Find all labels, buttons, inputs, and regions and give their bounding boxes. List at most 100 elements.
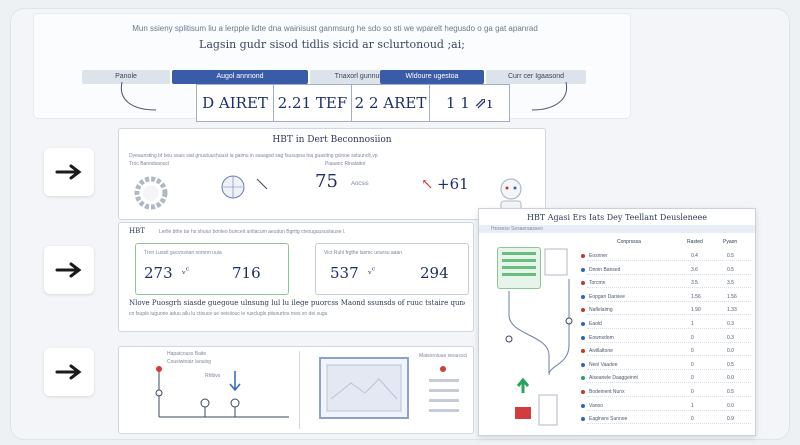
row-label: Aivillaltone (589, 348, 613, 355)
card-overview-blurb: Dyeaunsting bf bnu ssuis siat gnuutuuchu… (129, 153, 378, 159)
metric-panel-1-value: 273 (144, 264, 173, 282)
flow-diagram (155, 366, 289, 418)
row-label: Aiseanele Daaggeinnt (589, 375, 638, 382)
row-divider (587, 314, 751, 316)
arrow-right-icon (55, 364, 82, 380)
column-header-3: Pyaon (723, 239, 738, 245)
row-label: Torcmn (589, 280, 606, 287)
row-value-a: 1 (691, 402, 694, 409)
card-flow-panel-title: Maisoroiuue seuucsci (419, 353, 468, 359)
row-value-b: 0.0 (727, 402, 734, 409)
card-metrics-footer-1: Nlove Puosgrh siasde guegoue ulnsung lul… (129, 299, 465, 307)
arrow-button-1[interactable] (44, 148, 94, 196)
segment-tab-5[interactable]: Curr cer Igaasond (486, 70, 586, 84)
arrow-button-3[interactable] (44, 348, 94, 396)
metric-panel-2: Vicr Ruhl frgthe lasmc uoursu aaan 537 ᵥ… (315, 243, 469, 295)
arrow-right-icon (55, 262, 82, 278)
value-cell-2: 2.21 TEF (274, 85, 352, 121)
row-label: Vanoo (589, 402, 604, 409)
row-value-b: 0.3 (727, 334, 734, 341)
gear-wheel-icon (134, 176, 168, 210)
divider (299, 351, 300, 429)
status-dot-icon (581, 335, 585, 340)
table-row[interactable]: Eopgan Darsiee 1.56 1.56 (581, 292, 751, 302)
summary-banner: Mun ssieny splitisum liu a lerpple lidte… (34, 14, 630, 148)
row-value-b: 3.5 (727, 280, 734, 287)
row-value-a: 0.4 (691, 253, 698, 259)
green-list-box (497, 247, 541, 289)
row-value-b: 0.5 (727, 253, 734, 259)
card-overview-value: 75 (315, 171, 338, 192)
metric-panel-1-value-2: 716 (232, 264, 261, 282)
banner-heading: Lagsin gudr sisod tidlis sicid ar sclurt… (199, 38, 465, 51)
row-value-b: 0.5 (727, 389, 734, 395)
detail-panel: HBT Agasi Ers Iats Dey Teellant Deuslene… (478, 208, 756, 436)
status-dot-icon (581, 322, 585, 326)
row-value-a: 0 (691, 416, 694, 423)
status-dot-icon (581, 349, 585, 354)
row-divider (587, 382, 751, 384)
trend-arrow-icon: ↖ (421, 175, 434, 193)
table-row[interactable]: Eownsdom 0 0.3 (581, 333, 751, 343)
table-row[interactable]: Torcmn 3.5 3.5 (581, 278, 751, 289)
table-row[interactable]: Naflelaimg 1.90 1.33 (581, 305, 751, 316)
row-value-b: 0.5 (727, 361, 734, 368)
robot-icon (500, 178, 522, 212)
card-flow-label-2: Cousiwinaiz laouisg (167, 359, 211, 365)
row-divider (587, 260, 751, 261)
column-header-1: Conprsssa (617, 239, 641, 245)
process-diagram (505, 248, 573, 426)
table-row[interactable]: Vanoo 1 0.0 (581, 401, 751, 411)
metric-panel-2-label: Vicr Ruhl frgthe lasmc uoursu aaan (324, 250, 403, 256)
status-dot-icon (581, 308, 585, 313)
metric-panel-2-value: 537 (330, 264, 359, 282)
row-value-a: 0 (691, 361, 694, 368)
value-strip: D AIRET 2.21 TEF 2 2 ARET 1 1 ⇗ı REF (196, 84, 510, 148)
segment-tab-2[interactable]: Augol annnond (172, 70, 308, 84)
card-overview: HBT in Dert Beconnosiion Dyeaunsting bf … (118, 128, 546, 220)
status-dot-icon (581, 403, 585, 408)
row-value-a: 1.90 (691, 307, 701, 314)
row-value-a: 0 (691, 334, 694, 341)
row-divider (587, 300, 751, 302)
row-value-a: 1 (691, 321, 694, 327)
row-divider (587, 341, 751, 343)
row-divider (587, 368, 751, 370)
table-row[interactable]: Bodeinent Nunx 0 0.5 (581, 387, 751, 397)
row-divider (587, 287, 751, 289)
row-value-a: 3.5 (691, 280, 698, 287)
card-overview-caption-2: Piaaanc Rinalaitor (325, 161, 366, 167)
value-cell-3: 2 2 ARET (352, 85, 430, 121)
table-row[interactable]: Eaglnsre Sunnoe 0 0.9 (581, 414, 751, 425)
table-row[interactable]: Nenl Vaadee 0 0.5 (581, 360, 751, 370)
row-label: Bodeinent Nunx (589, 389, 625, 395)
card-metrics: HBT Lerlle bthe tar hs shuiur bonleo bun… (118, 222, 474, 332)
detail-panel-subheader: Hroseso Sesaeraasseo (479, 225, 755, 233)
metric-panel-2-unit: ᵥᶜ (368, 266, 376, 277)
table-header: Conprsssa Rasted Pyaon (587, 239, 751, 249)
card-overview-caption-1: Troc Banodsaoucl (129, 161, 170, 167)
row-value-a: 1.56 (691, 293, 701, 300)
metric-panel-1-label: Tron Lusstl gucvnsnan sornnn uuia (144, 250, 222, 256)
segment-tab-4[interactable]: Wldoure ugestoa (380, 70, 484, 84)
globe-icon (221, 175, 268, 199)
row-label: Nenl Vaadee (589, 361, 618, 368)
table-row[interactable]: Aiseanele Daaggeinnt 0 0.0 (581, 373, 751, 384)
card-overview-value-2: +61 (437, 175, 469, 193)
row-value-a: 0 (691, 348, 694, 355)
card-flow: Hapatcouss Baite Cousiwinaiz laouisg Rhl… (118, 346, 474, 434)
row-divider (587, 423, 751, 425)
row-label: Eaold (589, 321, 602, 327)
table-row[interactable]: Eaold 1 0.3 (581, 319, 751, 329)
status-dot-icon (581, 294, 585, 299)
table-row[interactable]: Aivillaltone 0 0.0 (581, 346, 751, 357)
metric-panel-1: Tron Lusstl gucvnsnan sornnn uuia 273 ᵥᶜ… (135, 243, 289, 295)
row-value-b: 0.0 (727, 375, 734, 382)
card-flow-label-3: Rhlbvs (205, 373, 221, 379)
segment-tab-1[interactable]: Panole (82, 70, 170, 84)
card-metrics-title: HBT (129, 227, 145, 235)
table-row[interactable]: Dnnin Bansed 3.6 0.5 (581, 265, 751, 275)
table-row[interactable]: Eosnner 0.4 0.5 (581, 251, 751, 261)
arrow-button-2[interactable] (44, 246, 94, 294)
people-icon (429, 366, 459, 412)
